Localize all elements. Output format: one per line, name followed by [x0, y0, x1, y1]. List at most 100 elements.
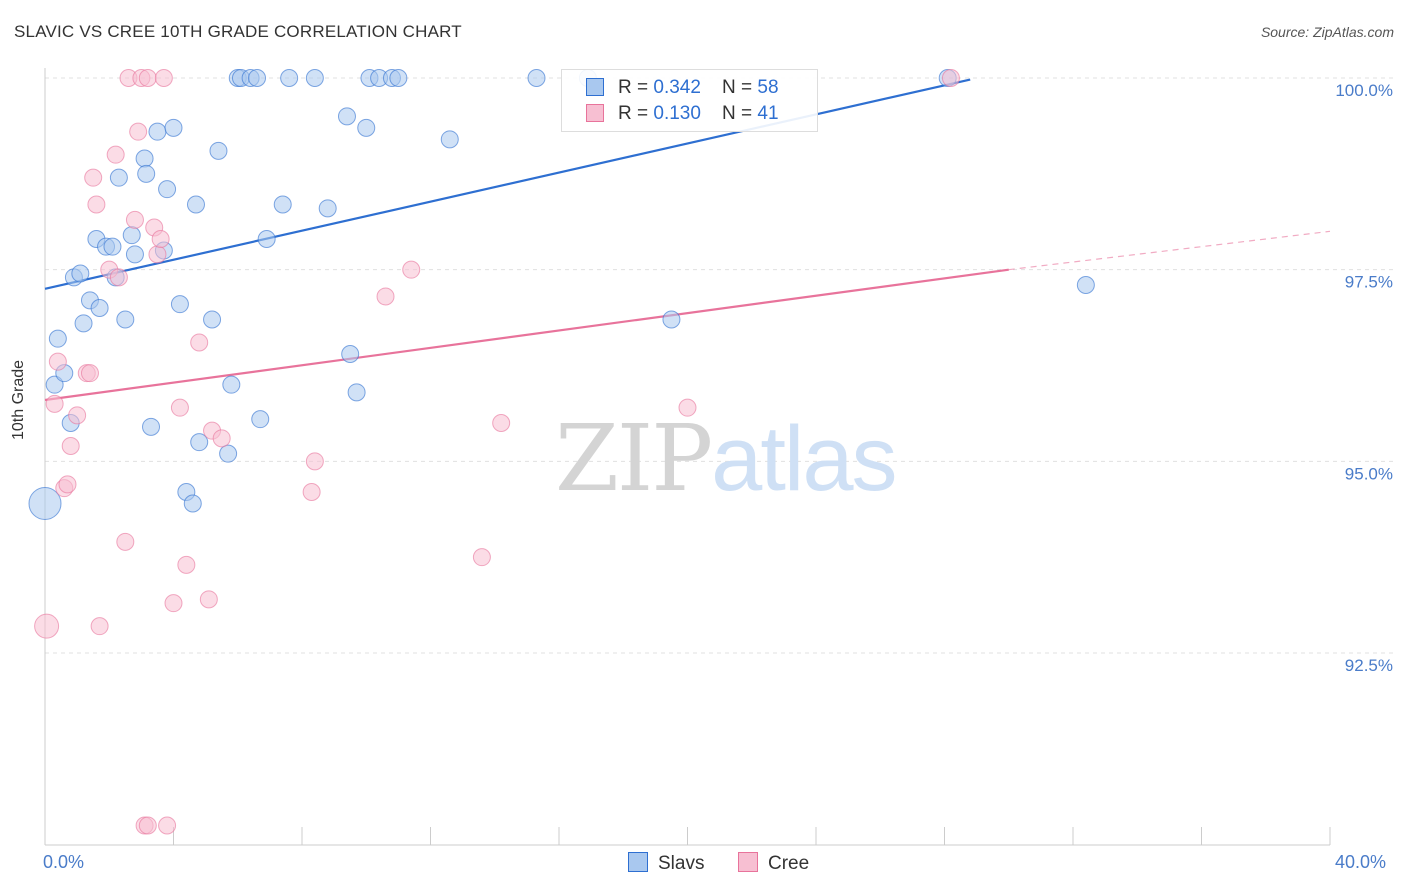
- point-slavs: [122, 226, 141, 245]
- point-slavs: [527, 69, 546, 87]
- legend-swatch-cree: [586, 104, 604, 122]
- point-cree: [58, 475, 77, 494]
- point-cree: [402, 260, 421, 279]
- point-cree: [472, 548, 491, 567]
- y-axis-label: 10th Grade: [10, 359, 27, 440]
- x-tick-label-max: 40.0%: [1335, 852, 1387, 872]
- point-cree: [84, 168, 103, 187]
- point-cree: [376, 287, 395, 306]
- point-slavs: [280, 69, 299, 87]
- point-cree: [158, 816, 177, 835]
- point-slavs: [337, 107, 356, 126]
- x-tick-label-min: 0.0%: [43, 852, 85, 872]
- legend-cree-n-label: N =: [722, 103, 758, 124]
- point-slavs: [318, 199, 337, 218]
- source-note: Source: ZipAtlas.com: [1260, 24, 1394, 40]
- y-tick-label: 95.0%: [1345, 464, 1393, 483]
- point-slavs: [158, 180, 177, 199]
- legend-swatch-slavs: [586, 78, 604, 96]
- legend-cree-r-label: R =: [618, 103, 654, 124]
- point-slavs: [305, 69, 324, 87]
- point-slavs: [219, 444, 238, 463]
- trend-extension-cree: [1008, 230, 1331, 271]
- point-cree: [109, 268, 128, 287]
- legend-slavs-r-value: 0.342: [653, 77, 701, 98]
- point-cree: [170, 398, 189, 417]
- point-slavs: [90, 299, 109, 317]
- point-cree: [199, 590, 218, 609]
- point-slavs: [109, 168, 128, 187]
- point-slavs: [257, 230, 276, 248]
- bottom-legend-slavs[interactable]: Slavs: [628, 852, 704, 875]
- bottom-legend-swatch-cree: [738, 852, 758, 872]
- point-cree: [90, 617, 109, 636]
- point-slavs: [222, 375, 241, 394]
- point-cree: [106, 145, 125, 164]
- trend-line-cree: [44, 268, 1009, 402]
- point-slavs: [137, 164, 156, 183]
- point-cree: [125, 210, 144, 229]
- point-slavs: [440, 130, 459, 149]
- point-cree: [212, 429, 231, 448]
- point-layer: [28, 69, 1095, 835]
- point-cree: [148, 245, 167, 264]
- bottom-legend-swatch-slavs: [628, 852, 648, 872]
- point-slavs: [186, 195, 205, 214]
- point-cree: [116, 532, 135, 551]
- point-cree: [138, 816, 157, 835]
- point-slavs: [142, 417, 161, 436]
- point-cree: [34, 613, 60, 639]
- point-slavs: [209, 141, 228, 160]
- point-cree: [68, 406, 87, 425]
- point-slavs: [341, 345, 360, 363]
- watermark-zip: ZIP: [555, 405, 713, 512]
- y-tick-label: 100.0%: [1335, 81, 1393, 100]
- legend-cree-n-value: 41: [757, 103, 779, 124]
- point-slavs: [662, 310, 681, 329]
- point-slavs: [164, 118, 183, 137]
- point-slavs: [45, 375, 64, 394]
- legend-slavs-n-value: 58: [757, 77, 779, 98]
- legend-slavs-n-label: N =: [722, 77, 758, 98]
- point-slavs: [74, 314, 93, 333]
- point-cree: [80, 364, 99, 383]
- point-cree: [177, 555, 196, 574]
- point-slavs: [1076, 276, 1095, 294]
- point-cree: [87, 195, 106, 214]
- point-slavs: [103, 237, 122, 256]
- point-cree: [129, 122, 148, 141]
- point-slavs: [273, 195, 292, 214]
- y-tick-label: 92.5%: [1345, 656, 1393, 675]
- point-slavs: [248, 69, 267, 87]
- point-cree: [941, 69, 960, 87]
- point-slavs: [28, 487, 62, 520]
- point-slavs: [71, 264, 90, 283]
- point-slavs: [116, 310, 135, 329]
- point-cree: [302, 483, 321, 501]
- point-cree: [138, 69, 157, 87]
- point-cree: [678, 398, 697, 417]
- point-cree: [154, 69, 173, 87]
- bottom-legend-label-slavs: Slavs: [658, 853, 705, 874]
- point-slavs: [170, 295, 189, 314]
- point-cree: [164, 594, 183, 613]
- axis-layer: [44, 68, 1331, 846]
- grid-layer: [45, 77, 1395, 654]
- legend-slavs-r-label: R =: [618, 77, 654, 98]
- point-slavs: [125, 245, 144, 264]
- point-cree: [492, 414, 511, 432]
- point-slavs: [357, 118, 376, 137]
- watermark: ZIPatlas: [555, 405, 898, 512]
- point-slavs: [148, 122, 167, 141]
- bottom-legend-label-cree: Cree: [768, 853, 810, 874]
- point-cree: [151, 230, 170, 248]
- point-cree: [305, 452, 324, 471]
- y-tick-labels: 92.5% 95.0% 97.5% 100.0%: [1335, 81, 1393, 675]
- point-slavs: [347, 383, 366, 402]
- point-cree: [61, 437, 80, 455]
- point-slavs: [135, 149, 154, 168]
- bottom-legend-cree[interactable]: Cree: [738, 852, 809, 875]
- stats-legend: R = 0.342 N = 58 R = 0.130 N = 41: [561, 69, 818, 132]
- chart-title: SLAVIC VS CREE 10TH GRADE CORRELATION CH…: [14, 22, 462, 41]
